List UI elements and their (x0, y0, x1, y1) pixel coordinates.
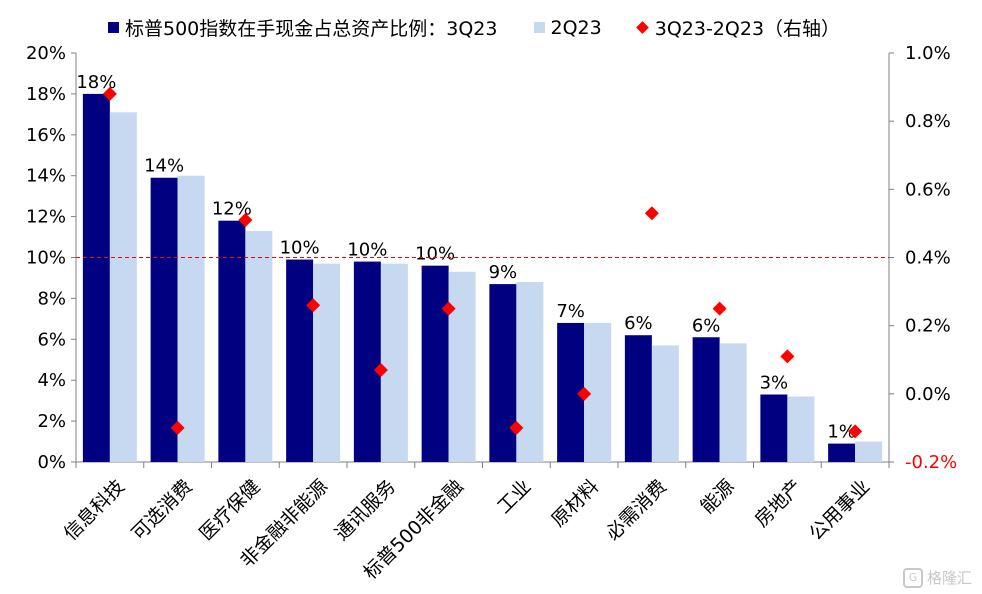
y-tick-label-left: 20% (26, 43, 66, 64)
legend-item-3q23: 标普500指数在手现金占总资产比例：3Q23 (108, 14, 498, 41)
y-tick-label-right: 1.0% (905, 43, 951, 64)
data-label-3q23: 10% (347, 240, 387, 261)
bar-3q23 (624, 335, 652, 462)
data-label-3q23: 6% (624, 313, 653, 334)
bar-2q23 (651, 345, 679, 462)
legend-swatch-3q23 (108, 22, 119, 33)
diff-marker (848, 424, 863, 439)
y-tick-label-left: 4% (37, 370, 66, 391)
bar-2q23 (380, 263, 408, 462)
bar-3q23 (828, 443, 856, 462)
bar-2q23 (516, 282, 544, 462)
watermark: G 格隆汇 (902, 567, 972, 588)
data-label-3q23: 10% (415, 244, 455, 265)
y-tick-label-left: 12% (26, 207, 66, 228)
data-label-3q23: 18% (76, 72, 116, 93)
legend-swatch-diff (635, 21, 649, 34)
bar-3q23 (82, 93, 110, 463)
y-tick-label-left: 6% (37, 329, 66, 350)
bar-2q23 (448, 271, 476, 462)
bar-2q23 (245, 230, 273, 462)
bar-2q23 (787, 396, 815, 462)
data-label-3q23: 12% (212, 199, 252, 220)
diff-marker (306, 298, 321, 313)
bar-2q23 (109, 112, 137, 463)
diff-marker (170, 420, 185, 435)
diff-marker (373, 362, 388, 377)
data-label-3q23: 7% (556, 301, 585, 322)
category-label: 可选消费 (127, 476, 196, 545)
y-tick-label-left: 8% (37, 288, 66, 309)
diff-marker (577, 386, 592, 401)
bar-3q23 (218, 220, 246, 462)
diff-marker (102, 86, 117, 101)
logo-icon: G (902, 567, 923, 588)
data-label-3q23: 14% (144, 156, 184, 177)
category-label: 能源 (696, 476, 738, 518)
diff-marker (509, 420, 524, 435)
category-label: 公用事业 (805, 476, 874, 545)
bar-2q23 (855, 441, 883, 462)
data-label-3q23: 3% (760, 373, 789, 394)
category-label: 房地产 (751, 476, 807, 532)
category-label: 原材料 (547, 476, 603, 532)
legend-label-3q23: 标普500指数在手现金占总资产比例：3Q23 (125, 18, 498, 40)
y-tick-label-right: 0.2% (905, 316, 951, 337)
y-tick-label-right: -0.2% (905, 452, 957, 473)
y-tick-label-left: 18% (26, 84, 66, 105)
bar-2q23 (313, 263, 341, 462)
y-tick-label-left: 16% (26, 125, 66, 146)
bar-3q23 (421, 265, 449, 462)
watermark-text: 格隆汇 (926, 569, 972, 587)
data-label-3q23: 1% (827, 422, 856, 443)
bar-3q23 (760, 394, 788, 462)
data-label-3q23: 9% (489, 262, 518, 283)
legend-item-diff: 3Q23-2Q23（右轴） (635, 14, 841, 41)
legend-swatch-2q23 (533, 22, 545, 33)
bar-3q23 (150, 177, 178, 462)
category-label: 工业 (493, 476, 535, 518)
y-tick-label-left: 0% (37, 452, 66, 473)
data-label-3q23: 6% (692, 315, 721, 336)
bar-2q23 (719, 343, 747, 462)
data-label-3q23: 10% (280, 238, 320, 259)
diff-marker (644, 206, 659, 221)
category-label: 信息科技 (60, 476, 129, 545)
y-tick-label-right: 0.8% (905, 111, 951, 132)
category-label: 医疗保健 (195, 476, 264, 545)
diff-marker (238, 213, 253, 228)
y-tick-label-left: 2% (37, 411, 66, 432)
bar-3q23 (353, 261, 381, 462)
bar-2q23 (177, 175, 205, 462)
diff-marker (441, 301, 456, 316)
bar-3q23 (489, 284, 517, 462)
y-tick-label-left: 14% (26, 166, 66, 187)
chart-legend: 标普500指数在手现金占总资产比例：3Q23 2Q23 3Q23-2Q23（右轴… (108, 14, 876, 41)
y-tick-label-right: 0.0% (905, 384, 951, 405)
y-tick-label-right: 0.6% (905, 179, 951, 200)
diff-marker (712, 301, 727, 316)
legend-label-diff: 3Q23-2Q23（右轴） (654, 18, 841, 40)
legend-item-2q23: 2Q23 (533, 16, 602, 39)
category-label: 必需消费 (602, 476, 671, 545)
legend-label-2q23: 2Q23 (550, 16, 602, 39)
y-tick-label-right: 0.4% (905, 248, 951, 269)
y-tick-label-left: 10% (26, 248, 66, 269)
bar-3q23 (286, 259, 314, 462)
bar-3q23 (692, 337, 720, 462)
category-label: 通讯服务 (331, 476, 400, 545)
diff-marker (780, 349, 795, 364)
